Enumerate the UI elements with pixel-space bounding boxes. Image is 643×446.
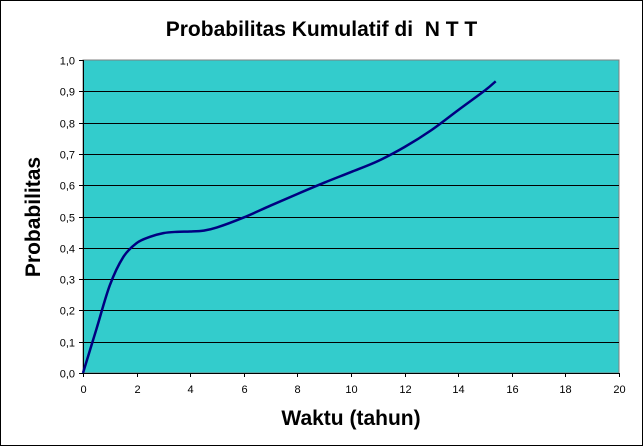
x-tick-label: 4 (187, 384, 193, 396)
y-tick-label: 0,5 (60, 213, 75, 225)
x-tick-label: 6 (241, 384, 247, 396)
x-tick-label: 8 (294, 384, 300, 396)
x-tick-label: 20 (613, 384, 625, 396)
x-tick-label: 14 (452, 384, 464, 396)
x-tick-label: 0 (80, 384, 86, 396)
y-tick-labels: 0,0 0,1 0,2 0,3 0,4 0,5 0,6 0,7 0,8 0,9 1,0 (60, 56, 75, 381)
y-tick-label: 0,9 (60, 87, 75, 99)
y-tick-label: 0,2 (60, 306, 75, 318)
y-tick-label: 0,6 (60, 181, 75, 193)
x-tick-labels: 0 2 4 6 8 10 12 14 16 18 20 (80, 384, 625, 396)
y-tick-label: 0,4 (60, 244, 75, 256)
y-tick-label: 0,3 (60, 275, 75, 287)
axes (79, 60, 620, 377)
x-tick-label: 16 (506, 384, 518, 396)
x-tick-label: 18 (559, 384, 571, 396)
gridlines (83, 91, 619, 343)
y-tick-label: 0,8 (60, 119, 75, 131)
x-axis-label: Waktu (tahun) (281, 407, 421, 430)
series-line (81, 80, 497, 374)
x-tick-label: 12 (399, 384, 411, 396)
y-tick-label: 0,1 (60, 338, 75, 350)
plot-area (82, 59, 620, 374)
x-tick-label: 10 (345, 384, 357, 396)
y-tick-label: 0,0 (60, 369, 75, 381)
y-tick-label: 1,0 (60, 56, 75, 68)
series-group (81, 80, 497, 374)
y-tick-label: 0,7 (60, 150, 75, 162)
chart-title: Probabilitas Kumulatif di N T T (165, 18, 478, 41)
x-tick-label: 2 (134, 384, 140, 396)
